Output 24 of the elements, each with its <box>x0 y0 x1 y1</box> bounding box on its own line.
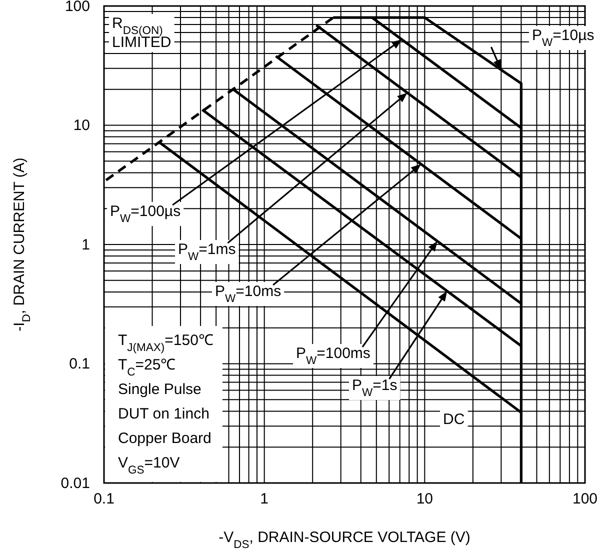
annotation: T$_{C}$=25℃ <box>118 356 176 378</box>
text: P$_{W}$=10ms <box>215 283 282 305</box>
y-tick-label: 0.1 <box>69 356 90 373</box>
text: P$_{W}$=1s <box>352 377 398 399</box>
annotation: DUT on 1inch <box>118 406 210 422</box>
y-tick-label: 1 <box>82 236 90 254</box>
x-tick-label: 1 <box>260 490 269 508</box>
x-tick-label: 0.1 <box>94 490 114 508</box>
annotation: V$_{GS}$=10V <box>118 454 180 476</box>
annotation: R$_{DS(ON)}$ LIMITED <box>112 15 172 51</box>
y-tick-label: 10 <box>73 117 90 134</box>
text: P$_{W}$=100ms <box>296 345 370 367</box>
text: P$_{W}$=1ms <box>178 241 236 263</box>
x-axis-title: -V$_{DS}$, DRAIN-SOURCE VOLTAGE (V) <box>218 529 470 551</box>
text: DC <box>443 411 465 428</box>
text: P$_{W}$=10µs <box>532 27 594 49</box>
x-tick-label: 10 <box>416 490 434 508</box>
x-tick-label: 100 <box>572 490 598 508</box>
text: P$_{W}$=100µs <box>110 203 181 225</box>
annotation: T$_{J(MAX)}$=150℃ <box>118 332 214 354</box>
y-tick-label: 100 <box>64 0 90 15</box>
y-tick-label: 0.01 <box>60 474 90 492</box>
annotation: Copper Board <box>118 430 212 447</box>
annotation: Single Pulse <box>118 381 202 398</box>
